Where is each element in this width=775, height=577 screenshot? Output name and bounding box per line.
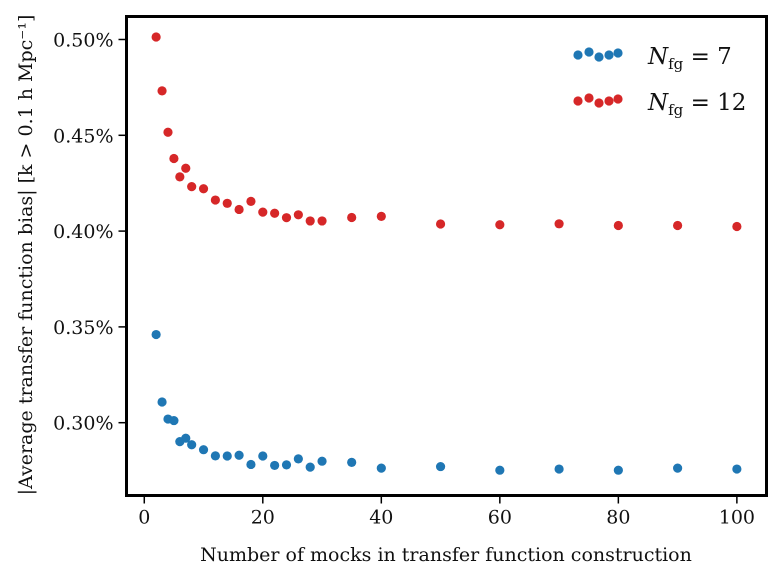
data-point [495, 220, 505, 230]
legend-label: Nfg = 7 [647, 44, 732, 73]
legend-marker [584, 93, 594, 103]
data-point [293, 454, 303, 464]
data-point [554, 219, 564, 229]
y-tick-label: 0.35% [53, 317, 113, 339]
data-point [210, 451, 220, 461]
y-tick-label: 0.45% [53, 125, 113, 147]
data-point [175, 172, 185, 182]
x-axis-ticks: 0 20 40 60 80 100 [138, 497, 755, 529]
data-point [613, 220, 623, 231]
data-point [281, 460, 292, 470]
data-point [181, 433, 191, 443]
y-tick-label: 0.30% [53, 413, 113, 435]
x-tick-label: 80 [606, 507, 630, 529]
data-point [234, 450, 244, 460]
legend-marker [613, 48, 623, 58]
data-point [234, 204, 244, 215]
data-point [246, 459, 256, 470]
data-point [347, 212, 357, 223]
data-point [673, 220, 683, 231]
data-point [151, 32, 161, 42]
data-point [347, 457, 357, 467]
data-point [293, 210, 303, 220]
data-point [270, 460, 280, 471]
legend-marker [584, 47, 594, 57]
data-point [181, 163, 191, 173]
data-point [317, 456, 327, 466]
data-point [732, 464, 742, 474]
data-point [613, 465, 623, 475]
legend-marker [594, 98, 604, 108]
data-point [198, 445, 209, 455]
data-points [151, 32, 742, 475]
legend-marker [573, 96, 583, 106]
data-point [376, 211, 386, 221]
y-axis-label: |Average transfer function bias| [k > 0.… [15, 15, 37, 496]
data-point [210, 195, 220, 205]
x-tick-label: 40 [369, 507, 393, 529]
legend-item: Nfg = 7 [573, 44, 732, 73]
legend-marker [594, 52, 604, 62]
data-point [281, 213, 292, 223]
data-point [435, 461, 446, 472]
data-point [258, 207, 268, 217]
data-point [435, 219, 446, 229]
x-tick-label: 0 [138, 507, 150, 529]
legend-label: Nfg = 12 [647, 90, 746, 119]
data-point [169, 153, 179, 164]
data-point [305, 462, 315, 472]
x-tick-label: 20 [251, 507, 275, 529]
legend-item: Nfg = 12 [573, 90, 746, 119]
x-tick-label: 60 [488, 507, 512, 529]
legend-marker [613, 94, 623, 104]
data-point [376, 463, 386, 473]
data-point [554, 464, 564, 474]
series-nfg-12 [151, 32, 742, 232]
data-point [222, 451, 232, 461]
data-point [151, 329, 161, 340]
data-point [157, 397, 167, 407]
series-nfg-7 [151, 329, 742, 475]
legend-marker [604, 50, 614, 60]
y-tick-label: 0.50% [53, 29, 113, 51]
plot-area-border [125, 15, 768, 497]
data-point [673, 463, 683, 473]
y-tick-label: 0.40% [53, 221, 113, 243]
data-point [317, 216, 327, 226]
data-point [163, 127, 173, 137]
data-point [495, 465, 505, 475]
y-axis-ticks: 0.30% 0.35% 0.40% 0.45% 0.50% [53, 29, 125, 435]
data-point [246, 196, 256, 206]
data-point [169, 415, 179, 426]
data-point [270, 208, 280, 218]
data-point [157, 86, 167, 96]
data-point [222, 198, 232, 208]
data-point [258, 451, 268, 461]
x-axis-label: Number of mocks in transfer function con… [200, 544, 692, 566]
legend-marker [573, 50, 583, 60]
x-tick-label: 100 [719, 507, 755, 529]
data-point [187, 182, 197, 192]
data-point [198, 184, 209, 194]
data-point [732, 221, 742, 232]
data-point [187, 440, 197, 450]
legend-marker [604, 96, 614, 106]
data-point [305, 216, 315, 226]
legend: Nfg = 7 Nfg = 12 [573, 44, 746, 119]
